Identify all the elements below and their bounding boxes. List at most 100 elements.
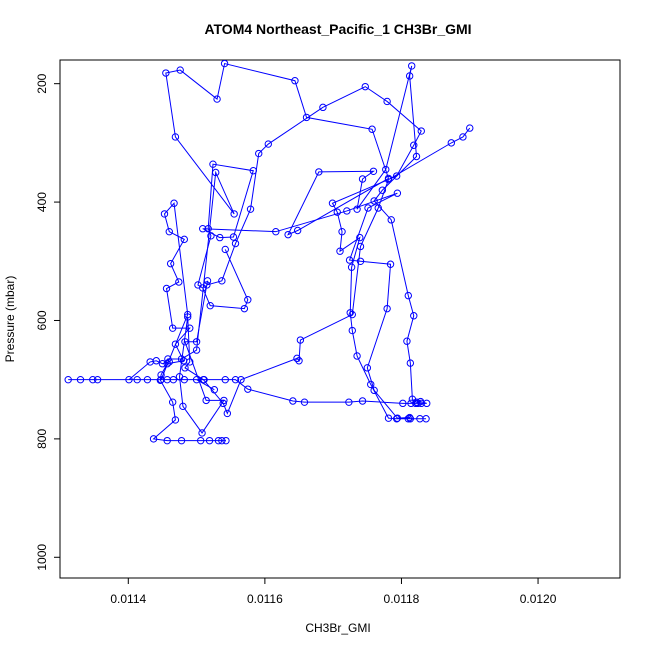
data-point — [206, 301, 214, 310]
data-point — [184, 313, 192, 321]
data-point — [171, 416, 180, 424]
data-point — [244, 296, 252, 304]
data-point — [356, 242, 365, 251]
data-point — [284, 230, 292, 239]
x-axis: 0.0114 0.0116 0.0118 0.0120 — [110, 578, 557, 606]
data-point — [345, 398, 353, 406]
data-point — [231, 375, 240, 384]
data-point — [192, 346, 201, 354]
data-point — [447, 139, 456, 147]
data-point — [218, 436, 226, 445]
data-point — [240, 304, 249, 313]
data-point — [296, 336, 305, 344]
data-point — [223, 409, 232, 418]
plot-area — [64, 60, 474, 445]
data-point — [406, 415, 415, 423]
x-tick-label: 0.0116 — [247, 592, 283, 606]
data-point — [374, 204, 382, 212]
data-point — [213, 95, 221, 103]
data-point — [383, 304, 391, 313]
data-point — [192, 338, 201, 346]
data-point — [203, 281, 211, 289]
data-point — [347, 263, 356, 271]
series-line — [179, 86, 471, 434]
data-point — [370, 386, 378, 395]
data-point — [406, 359, 415, 367]
data-point — [319, 103, 327, 112]
data-point — [392, 172, 401, 180]
data-point — [291, 77, 299, 85]
data-point — [405, 413, 414, 422]
data-point — [361, 82, 369, 91]
data-point — [459, 133, 467, 141]
data-point — [219, 399, 227, 408]
data-point — [203, 277, 212, 285]
data-point — [205, 436, 214, 445]
data-point — [171, 133, 180, 141]
data-point — [382, 165, 390, 174]
data-point — [170, 199, 178, 207]
data-point — [408, 62, 416, 70]
data-point — [364, 204, 372, 212]
data-point — [168, 324, 177, 332]
data-point — [221, 375, 229, 384]
data-point — [289, 397, 297, 405]
data-point — [204, 225, 212, 233]
data-point — [264, 140, 272, 148]
data-point — [353, 205, 361, 213]
data-point — [328, 199, 337, 207]
data-point — [162, 69, 170, 77]
y-axis: 200 400 600 800 1000 — [35, 73, 60, 571]
data-point — [356, 257, 365, 265]
data-point — [356, 233, 364, 242]
data-point — [202, 396, 210, 405]
data-point — [175, 278, 183, 286]
data-point — [179, 402, 187, 411]
data-point — [255, 149, 263, 158]
data-point — [348, 326, 356, 335]
data-point — [125, 375, 133, 384]
data-point — [194, 281, 202, 289]
data-point — [466, 124, 474, 132]
data-point — [198, 429, 206, 437]
y-tick-label: 800 — [35, 429, 49, 449]
data-point — [165, 227, 173, 236]
data-point — [220, 396, 228, 405]
data-point — [412, 152, 421, 161]
data-point — [157, 371, 165, 379]
data-point — [386, 260, 395, 268]
data-point — [370, 197, 378, 205]
data-point — [166, 259, 175, 268]
data-point — [168, 398, 177, 406]
x-axis-label: CH3Br_GMI — [305, 621, 370, 635]
data-point — [229, 233, 238, 241]
data-point — [244, 385, 252, 393]
data-point — [392, 415, 401, 423]
data-point — [196, 436, 205, 445]
data-point — [246, 205, 255, 213]
data-point — [358, 397, 367, 405]
data-point — [160, 210, 169, 218]
x-tick-label: 0.0118 — [384, 592, 420, 606]
data-point — [163, 360, 171, 368]
data-point — [410, 141, 418, 149]
y-axis-label: Pressure (mbar) — [3, 276, 17, 363]
data-point — [405, 72, 414, 80]
data-point — [358, 175, 367, 183]
data-point — [422, 415, 430, 423]
data-point — [163, 375, 171, 384]
data-point — [393, 414, 402, 422]
data-point — [293, 226, 302, 235]
data-point — [416, 397, 425, 406]
data-point — [176, 66, 184, 74]
x-tick-label: 0.0114 — [110, 592, 146, 606]
data-point — [222, 436, 230, 445]
data-point — [231, 239, 240, 248]
data-point — [333, 208, 341, 216]
data-point — [175, 373, 184, 381]
data-point — [165, 358, 173, 366]
data-point — [93, 375, 102, 384]
data-point — [367, 380, 375, 389]
chart-title: ATOM4 Northeast_Pacific_1 CH3Br_GMI — [204, 21, 471, 37]
